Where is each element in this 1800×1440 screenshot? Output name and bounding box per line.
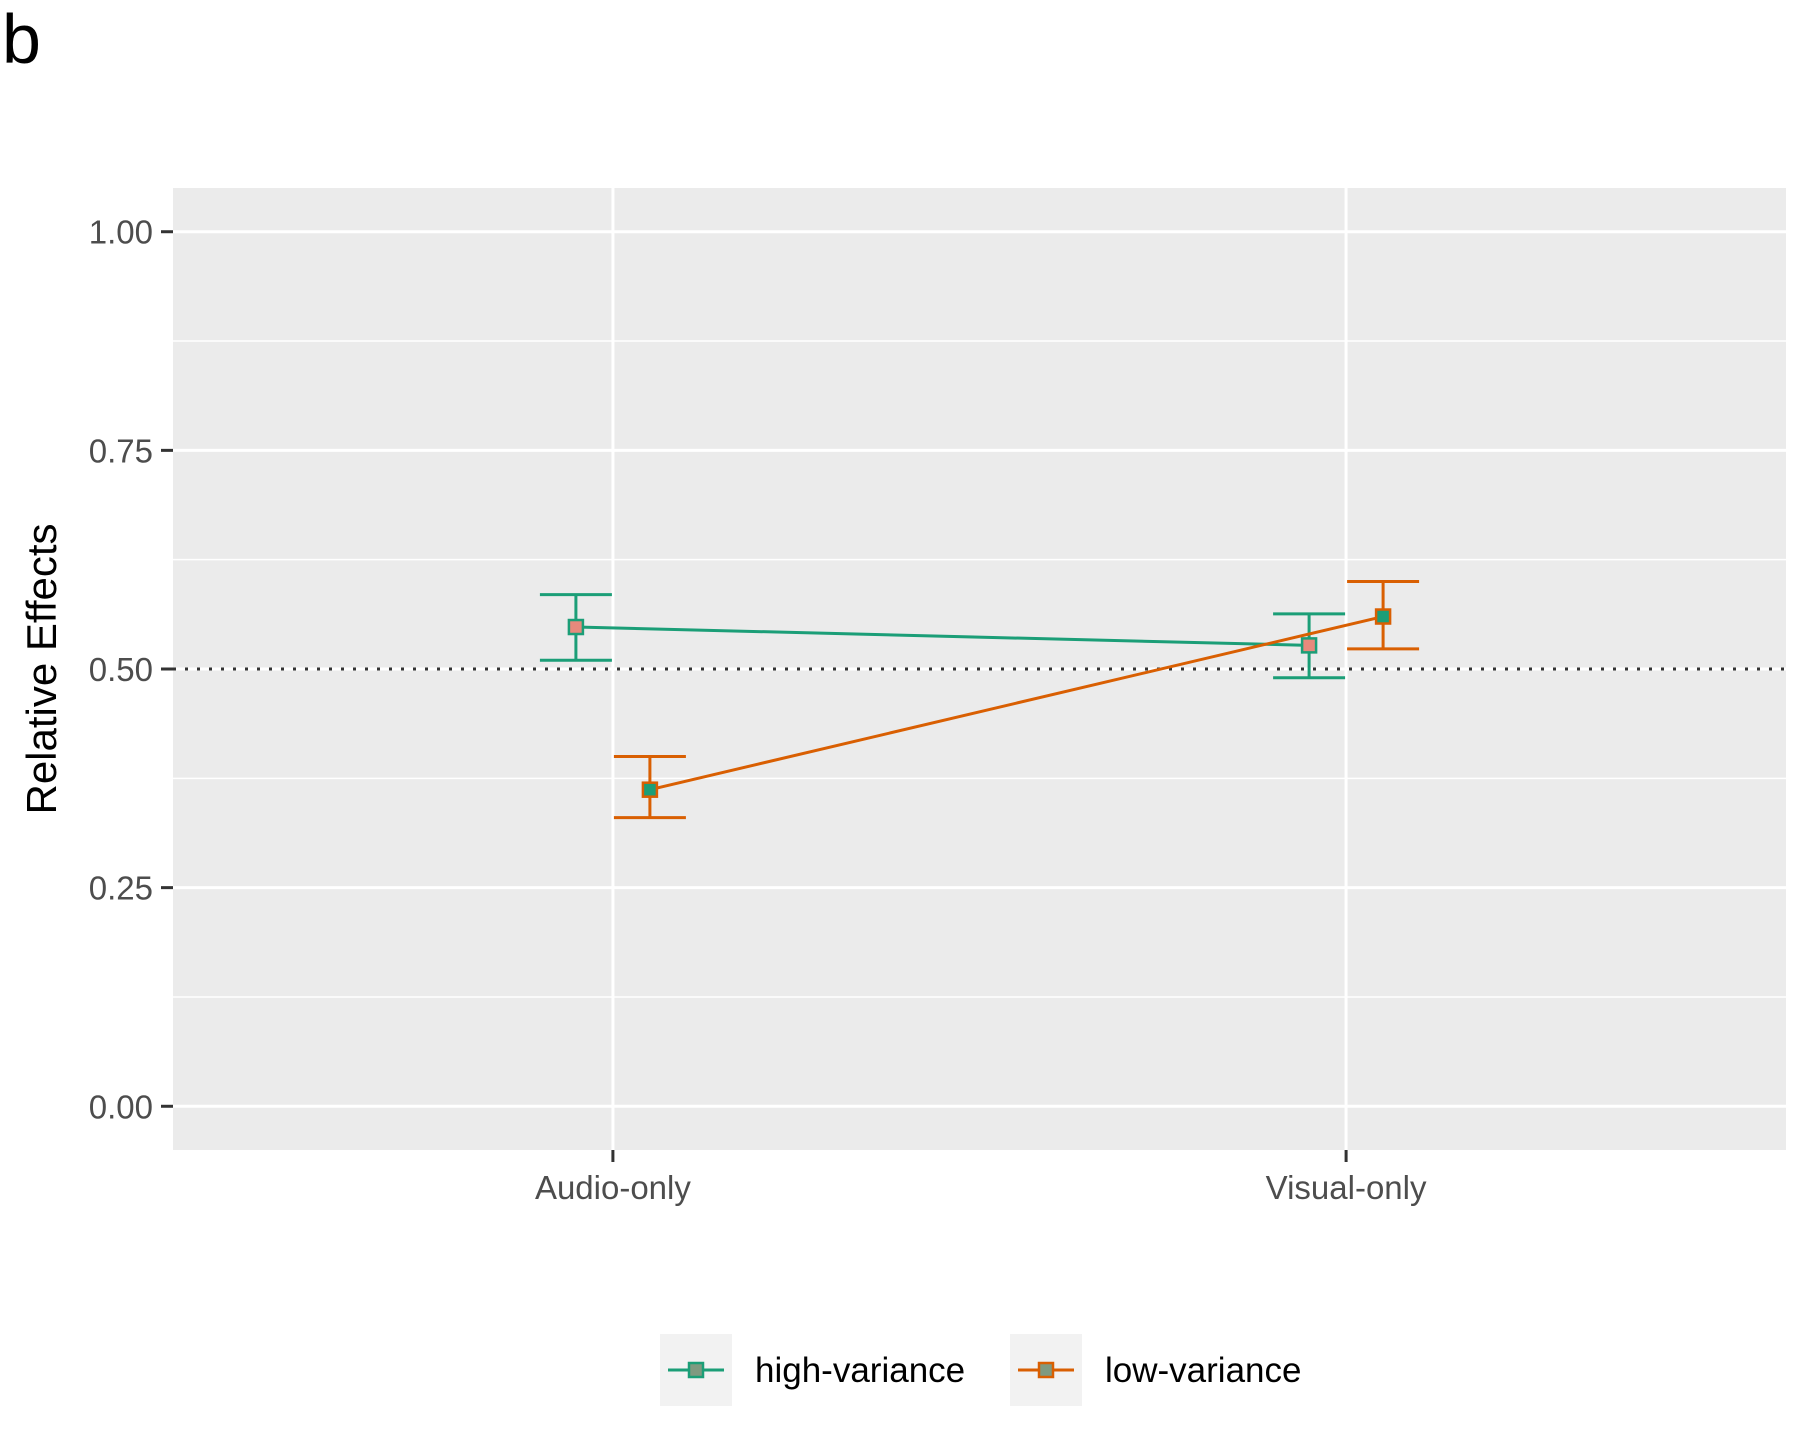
series-line <box>575 625 1310 647</box>
x-tick-label: Visual-only <box>1266 1169 1427 1206</box>
data-point <box>641 781 659 798</box>
series-layer <box>539 580 1420 820</box>
y-tick-label: 0.75 <box>89 432 153 469</box>
y-tick-label: 0.50 <box>89 651 153 688</box>
x-axis: Audio-only Visual-only <box>535 1150 1427 1206</box>
series-high-variance <box>539 593 1346 680</box>
series-low-variance <box>613 580 1420 820</box>
legend-item-high-variance: high-variance <box>660 1334 965 1406</box>
y-tick-label: 0.00 <box>89 1088 153 1125</box>
y-axis: 0.00 0.25 0.50 0.75 1.00 <box>89 214 173 1125</box>
data-point <box>567 618 585 636</box>
y-axis-title: Relative Effects <box>18 523 65 814</box>
legend: high-variance low-variance <box>660 1334 1301 1406</box>
legend-label: low-variance <box>1105 1351 1301 1390</box>
legend-label: high-variance <box>755 1351 965 1390</box>
panel-label: b <box>2 0 41 78</box>
grid-minor <box>173 340 1786 998</box>
series-line <box>649 615 1384 792</box>
x-tick-label: Audio-only <box>535 1169 691 1206</box>
legend-key-marker <box>1037 1361 1055 1379</box>
data-point <box>1300 637 1318 654</box>
legend-item-low-variance: low-variance <box>1010 1334 1301 1406</box>
legend-key-marker <box>687 1361 705 1379</box>
y-tick-label: 0.25 <box>89 870 153 907</box>
y-tick-label: 1.00 <box>89 214 153 251</box>
data-point <box>1374 608 1392 625</box>
